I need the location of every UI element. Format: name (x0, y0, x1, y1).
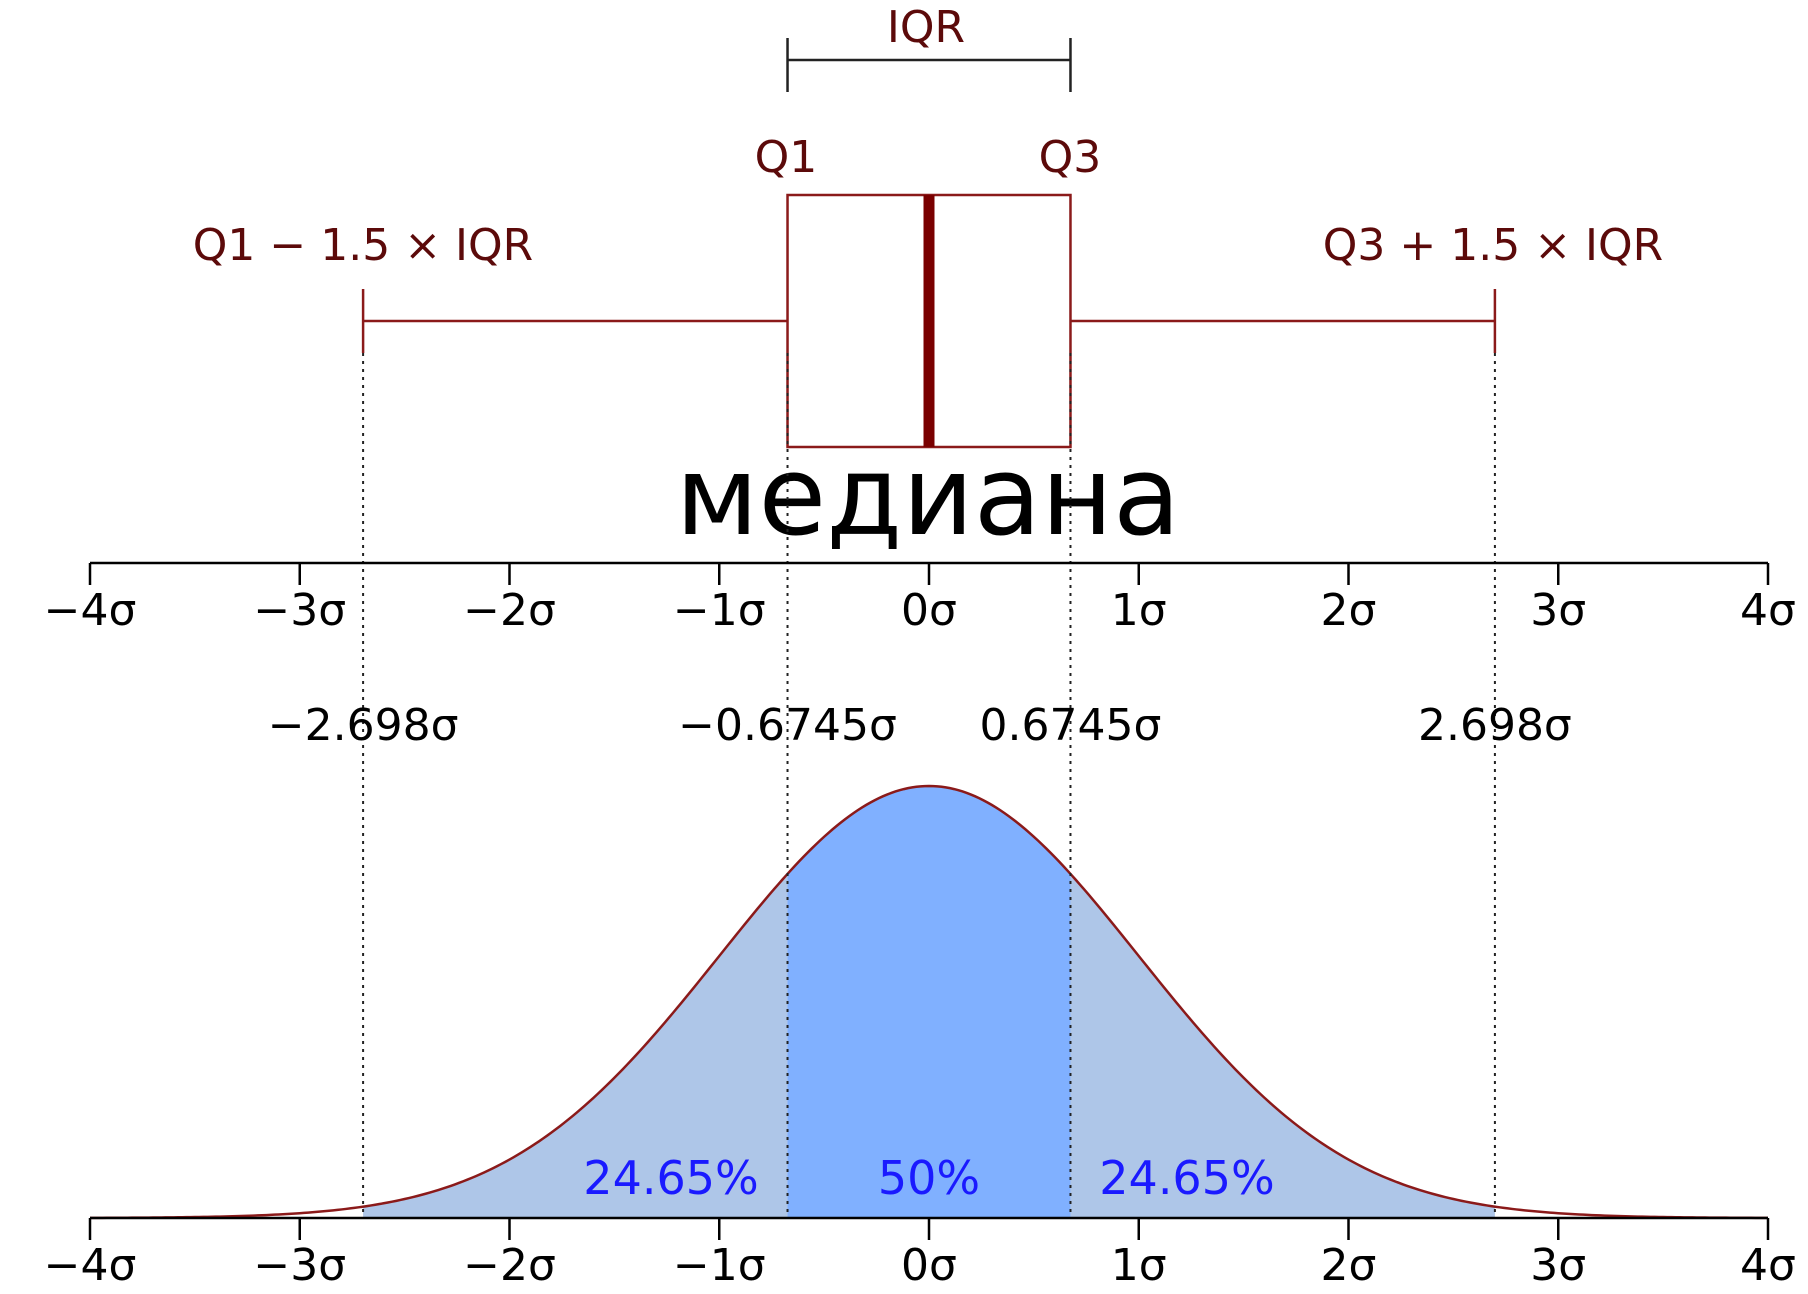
normal-curve (89, 784, 1769, 1220)
top-tick-label-1: −4σ (44, 585, 137, 636)
distribution-region-1 (363, 873, 788, 1218)
marker-label-4: 2.698σ (1418, 700, 1572, 751)
upper-whisker-label: Q3 + 1.5 × IQR (1323, 220, 1663, 271)
top-tick-label-9: 4σ (1740, 585, 1796, 636)
bottom-tick-label-4: −1σ (673, 1240, 766, 1291)
top-tick-label-7: 2σ (1321, 585, 1377, 636)
bottom-tick-label-7: 2σ (1321, 1240, 1377, 1291)
bottom-tick-label-3: −2σ (463, 1240, 556, 1291)
iqr-label: IQR (887, 2, 965, 53)
lower-whisker-label: Q1 − 1.5 × IQR (193, 220, 533, 271)
bottom-tick-label-1: −4σ (44, 1240, 137, 1291)
bottom-tick-label-9: 4σ (1740, 1240, 1796, 1291)
bottom-tick-label-5: 0σ (901, 1240, 957, 1291)
bottom-tick-label-8: 3σ (1530, 1240, 1586, 1291)
marker-label-3: 0.6745σ (980, 700, 1162, 751)
marker-label-1: −2.698σ (268, 700, 459, 751)
plot-layer: −4σ −3σ −2σ −1σ 0σ 1σ 2σ 3σ 4σ −4σ −3σ −2σ −1σ 0σ 1σ 2σ… (44, 38, 1796, 1291)
percent-label-2: 50% (878, 1151, 980, 1205)
top-tick-label-3: −2σ (463, 585, 556, 636)
distribution-region-3 (1070, 873, 1495, 1218)
distribution-region-2 (787, 786, 1071, 1218)
percent-label-3: 24.65% (1099, 1151, 1274, 1205)
top-tick-label-5: 0σ (901, 585, 957, 636)
bottom-tick-label-6: 1σ (1111, 1240, 1167, 1291)
q1-label: Q1 (755, 132, 818, 183)
median-label: медиана (676, 432, 1181, 560)
bottom-tick-label-2: −3σ (253, 1240, 346, 1291)
top-tick-label-6: 1σ (1111, 585, 1167, 636)
marker-label-2: −0.6745σ (678, 700, 897, 751)
percent-label-1: 24.65% (583, 1151, 758, 1205)
q3-label: Q3 (1039, 132, 1102, 183)
top-tick-label-4: −1σ (673, 585, 766, 636)
top-tick-label-8: 3σ (1530, 585, 1586, 636)
top-tick-label-2: −3σ (253, 585, 346, 636)
